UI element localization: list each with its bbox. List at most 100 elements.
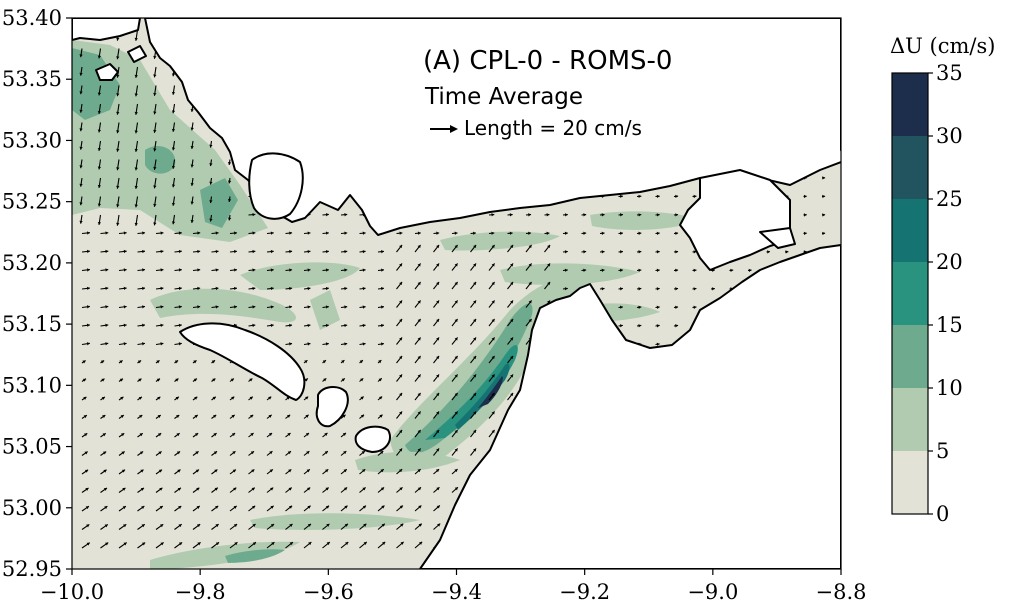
velocity-arrowhead	[307, 505, 311, 509]
velocity-arrowhead	[656, 305, 660, 309]
velocity-arrowhead	[380, 469, 384, 473]
velocity-arrowhead	[417, 392, 421, 397]
velocity-arrowhead	[252, 212, 256, 217]
velocity-arrowhead	[209, 181, 213, 185]
velocity-arrowhead	[190, 164, 194, 168]
velocity-arrowhead	[675, 194, 679, 199]
velocity-arrowhead	[601, 213, 605, 217]
velocity-arrowhead	[436, 505, 440, 509]
velocity-arrowhead	[234, 249, 237, 254]
velocity-arrowhead	[116, 185, 120, 189]
velocity-arrowhead	[270, 487, 274, 491]
velocity-arrowhead	[436, 337, 440, 341]
velocity-arrowhead	[583, 268, 587, 272]
velocity-arrowhead	[119, 378, 123, 382]
velocity-arrowhead	[153, 148, 157, 152]
velocity-arrowhead	[620, 250, 623, 254]
velocity-arrowhead	[417, 231, 421, 235]
velocity-arrowhead	[378, 360, 382, 364]
colorbar-tick-label: 5	[936, 439, 949, 463]
velocity-arrowhead	[209, 200, 213, 204]
velocity-arrowhead	[361, 451, 365, 455]
velocity-arrowhead	[491, 337, 495, 341]
velocity-arrowhead	[491, 318, 495, 323]
velocity-arrowhead	[362, 231, 366, 235]
velocity-arrowhead	[473, 318, 477, 323]
velocity-arrowhead	[87, 249, 90, 254]
colorbar: ΔU (cm/s) 0 5 10 15 20 25 30 35	[890, 34, 995, 526]
velocity-arrowhead	[417, 448, 421, 452]
velocity-arrowhead	[436, 392, 440, 397]
velocity-arrowhead	[215, 505, 219, 509]
velocity-arrowhead	[86, 524, 90, 528]
velocity-arrowhead	[528, 300, 532, 304]
velocity-arrowhead	[97, 92, 102, 96]
velocity-arrowhead	[322, 360, 326, 364]
velocity-arrowhead	[193, 378, 197, 382]
velocity-arrowhead	[105, 286, 109, 291]
velocity-arrowhead	[343, 451, 347, 455]
velocity-arrowhead	[79, 165, 83, 169]
velocity-arrowhead	[288, 487, 292, 491]
velocity-arrowhead	[693, 194, 697, 199]
velocity-arrowhead	[139, 433, 143, 437]
velocity-arrowhead	[381, 305, 384, 309]
velocity-arrowhead	[528, 231, 532, 235]
velocity-arrowhead	[97, 129, 102, 133]
velocity-arrowhead	[345, 542, 349, 546]
velocity-arrowhead	[675, 231, 679, 236]
velocity-arrowhead	[785, 250, 789, 254]
velocity-arrowhead	[171, 165, 176, 169]
velocity-arrowhead	[510, 374, 514, 378]
velocity-arrowhead	[288, 469, 292, 473]
velocity-arrowhead	[178, 268, 182, 272]
velocity-arrowhead	[491, 355, 495, 360]
velocity-arrowhead	[227, 180, 232, 184]
velocity-arrowhead	[121, 433, 125, 437]
velocity-arrowhead	[306, 469, 310, 473]
velocity-arrowhead	[417, 337, 421, 341]
velocity-arrowhead	[97, 55, 102, 59]
velocity-arrowhead	[116, 37, 120, 41]
velocity-arrowhead	[362, 505, 366, 509]
velocity-arrowhead	[157, 396, 161, 400]
velocity-arrowhead	[160, 249, 164, 254]
velocity-arrowhead	[116, 167, 120, 171]
velocity-arrowhead	[116, 56, 120, 60]
velocity-arrowhead	[196, 524, 201, 528]
velocity-arrowhead	[601, 287, 605, 291]
velocity-arrowhead	[212, 378, 216, 382]
velocity-arrowhead	[134, 148, 138, 152]
velocity-arrowhead	[822, 213, 826, 217]
velocity-arrowhead	[803, 231, 807, 236]
velocity-arrowhead	[435, 469, 440, 473]
velocity-arrowhead	[324, 432, 328, 436]
velocity-arrowhead	[79, 72, 83, 76]
velocity-arrowhead	[454, 374, 458, 378]
velocity-arrowhead	[454, 392, 458, 397]
velocity-arrowhead	[656, 268, 660, 272]
y-tick-label: 53.35	[2, 67, 62, 91]
velocity-arrowhead	[287, 433, 291, 437]
velocity-arrowhead	[105, 268, 109, 272]
velocity-arrowhead	[196, 505, 200, 509]
colorbar-band	[892, 73, 928, 136]
velocity-arrowhead	[417, 244, 421, 249]
velocity-arrowhead	[160, 268, 164, 272]
velocity-arrowhead	[399, 448, 403, 452]
velocity-arrowhead	[510, 281, 514, 286]
x-tick-label: −9.2	[559, 580, 610, 604]
velocity-arrowhead	[638, 250, 642, 254]
velocity-arrowhead	[123, 542, 127, 546]
velocity-arrowhead	[270, 505, 274, 509]
velocity-arrowhead	[178, 342, 182, 346]
velocity-arrowhead	[231, 433, 236, 437]
velocity-arrowhead	[116, 130, 120, 134]
velocity-arrowhead	[215, 268, 219, 272]
velocity-arrowhead	[341, 378, 345, 382]
velocity-arrowhead	[213, 451, 218, 455]
velocity-arrowhead	[141, 506, 145, 510]
velocity-arrowhead	[360, 396, 364, 400]
y-axis: 52.95 53.00 53.05 53.10 53.15 53.20 53.25 53.30…	[2, 6, 72, 581]
velocity-arrowhead	[270, 249, 274, 254]
